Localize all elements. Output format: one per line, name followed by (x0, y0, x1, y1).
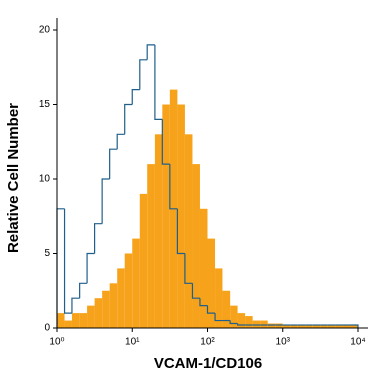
bar (124, 253, 133, 328)
bar (312, 325, 321, 328)
outline-step (131, 89, 140, 105)
y-tick-label: 10 (39, 174, 51, 185)
outline-step (139, 59, 148, 90)
outline-step (146, 44, 155, 60)
bar (290, 325, 298, 328)
outline-step (169, 164, 178, 210)
bar (230, 305, 238, 328)
bar (71, 313, 80, 328)
outline-step (109, 148, 118, 179)
bar (57, 313, 65, 328)
bar (147, 164, 155, 328)
bar (199, 208, 208, 328)
outline-step (56, 208, 65, 328)
bar (282, 325, 291, 328)
bar (139, 193, 148, 328)
y-tick-label: 5 (44, 248, 50, 259)
bar (162, 104, 170, 328)
x-tick-label: 10² (200, 337, 215, 348)
bar (109, 283, 118, 328)
bar (237, 313, 246, 328)
x-tick-label: 10⁴ (350, 337, 365, 348)
bar (320, 325, 328, 328)
outline-step (124, 103, 133, 135)
x-axis-label: VCAM-1/CD106 (154, 355, 262, 372)
bar (87, 305, 95, 328)
bar (102, 290, 110, 328)
bar (177, 104, 185, 328)
y-axis-label: Relative Cell Number (5, 103, 22, 253)
bar (154, 134, 163, 328)
bar (79, 313, 88, 328)
x-tick-label: 10⁰ (49, 337, 64, 348)
bar (297, 325, 306, 328)
y-tick-label: 15 (39, 99, 51, 110)
bar (350, 325, 358, 328)
bar (207, 238, 216, 328)
bar (245, 316, 253, 328)
outline-step (79, 282, 88, 299)
bar (215, 268, 223, 328)
outline-step (350, 324, 359, 328)
outline-step (63, 208, 72, 314)
outline-step (176, 208, 185, 255)
outline-step (154, 44, 163, 120)
y-tick-label: 20 (39, 25, 51, 36)
outline-step (206, 305, 216, 314)
bar (275, 323, 283, 328)
bar (132, 238, 140, 328)
bar (252, 320, 261, 328)
outline-step (86, 252, 95, 284)
bar (305, 325, 313, 328)
outline-step (229, 320, 238, 325)
outline-step (94, 223, 103, 254)
bar (267, 323, 276, 328)
bar (222, 290, 231, 328)
x-tick-label: 10¹ (125, 337, 140, 348)
bar (192, 164, 200, 328)
outline-step (191, 283, 200, 299)
outline-step (214, 313, 223, 322)
bar (94, 298, 103, 328)
bar (117, 268, 125, 328)
bar (64, 320, 72, 328)
bar (342, 325, 351, 328)
outline-step (236, 323, 246, 326)
outline-step (184, 253, 193, 284)
outline-step (116, 133, 125, 150)
bar (184, 134, 193, 328)
outline-step (101, 178, 110, 224)
outline-step (161, 119, 170, 165)
outline-step (71, 297, 80, 314)
y-tick-label: 0 (44, 323, 50, 334)
x-tick-label: 10³ (276, 337, 291, 348)
bar (327, 325, 336, 328)
bar (335, 325, 343, 328)
bar (260, 320, 268, 328)
outline-step (199, 298, 208, 307)
